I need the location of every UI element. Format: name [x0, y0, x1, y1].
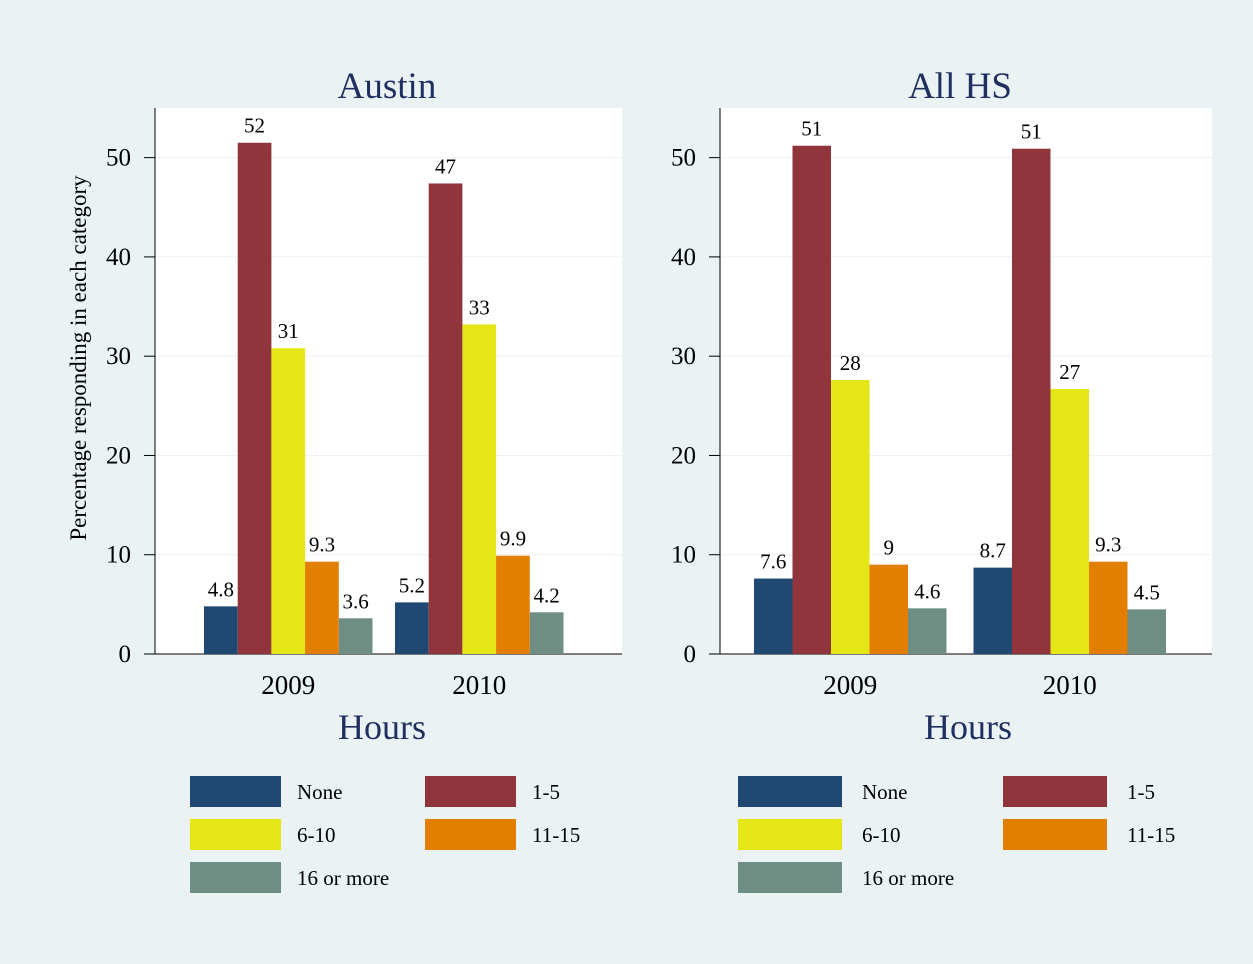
- chart-2-bar-value-label: 51: [801, 117, 822, 141]
- chart-2-bar-value-label: 9: [884, 536, 895, 560]
- chart-1-legend-swatch-16-or-more: [190, 862, 281, 893]
- chart-2-legend-label: 11-15: [1127, 823, 1175, 847]
- chart-2-y-tick-label: 50: [671, 145, 696, 172]
- chart-1-bar-None-2009: [204, 606, 238, 654]
- chart-1-bar-value-label: 47: [435, 154, 456, 178]
- chart-1-y-tick-label: 40: [106, 244, 131, 271]
- chart-1-bar-value-label: 33: [469, 295, 490, 319]
- chart-1-y-tick-label: 20: [106, 442, 131, 469]
- chart-2-legend-label: 1-5: [1127, 780, 1155, 804]
- chart-2-legend-swatch-1-5: [1003, 776, 1107, 807]
- chart-1-bar-6-10-2009: [271, 348, 306, 654]
- chart-2-bar-1-5-2009: [792, 145, 831, 654]
- chart-1-legend-swatch-11-15: [425, 819, 516, 850]
- chart-2-bar-value-label: 9.3: [1095, 533, 1121, 557]
- chart-1-y-tick-label: 50: [106, 145, 131, 172]
- chart-2-legend-swatch-11-15: [1003, 819, 1107, 850]
- chart-1-bar-16-or-more-2010: [529, 612, 564, 654]
- chart-1-legend-label: 11-15: [532, 823, 580, 847]
- chart-1-bar-None-2010: [395, 602, 429, 654]
- chart-1-bar-value-label: 52: [244, 114, 265, 138]
- chart-1-bar-value-label: 5.2: [399, 573, 425, 597]
- chart-1-bar-11-15-2009: [305, 561, 339, 654]
- chart-2-bar-None-2010: [973, 567, 1012, 654]
- chart-1-bar-6-10-2010: [462, 324, 497, 654]
- chart-1-title: Austin: [338, 66, 437, 107]
- chart-2-bar-6-10-2009: [831, 380, 870, 654]
- chart-1-legend-label: None: [297, 780, 343, 804]
- chart-2-legend-label: 16 or more: [862, 866, 954, 890]
- chart-1-bar-value-label: 4.2: [534, 583, 560, 607]
- chart-1-plot-area: [155, 108, 622, 654]
- chart-2-bar-value-label: 4.5: [1134, 580, 1160, 604]
- chart-1-legend-swatch-1-5: [425, 776, 516, 807]
- chart-1-x-axis-label: Hours: [338, 707, 426, 747]
- y-axis-label: Percentage responding in each category: [66, 175, 91, 541]
- chart-2-x-category-label: 2010: [1043, 670, 1097, 700]
- chart-1-legend-label: 1-5: [532, 780, 560, 804]
- chart-2-bar-value-label: 8.7: [980, 539, 1006, 563]
- chart-2-bar-value-label: 27: [1059, 360, 1080, 384]
- chart-2-bar-16-or-more-2010: [1127, 609, 1166, 654]
- chart-2-legend-label: 6-10: [862, 823, 901, 847]
- chart-1-legend-swatch-6-10: [190, 819, 281, 850]
- chart-2-bar-value-label: 51: [1021, 120, 1042, 144]
- chart-1-legend-label: 16 or more: [297, 866, 389, 890]
- chart-2-bar-6-10-2010: [1050, 388, 1089, 654]
- chart-1-y-tick-label: 10: [106, 542, 131, 569]
- chart-1-y-tick-label: 30: [106, 343, 131, 370]
- chart-2-x-axis-label: Hours: [924, 707, 1012, 747]
- chart-2-y-tick-label: 20: [671, 442, 696, 469]
- chart-1-bar-value-label: 4.8: [208, 577, 234, 601]
- chart-1-bar-value-label: 9.9: [500, 527, 526, 551]
- chart-2-y-tick-label: 40: [671, 244, 696, 271]
- chart-2-legend-swatch-None: [738, 776, 842, 807]
- chart-2-y-tick-label: 0: [684, 641, 697, 668]
- chart-2-title: All HS: [908, 66, 1012, 107]
- chart-2-bar-value-label: 28: [840, 351, 861, 375]
- chart-2-bar-value-label: 4.6: [914, 579, 940, 603]
- chart-1-x-category-label: 2009: [261, 670, 315, 700]
- chart-1-bar-value-label: 3.6: [343, 589, 369, 613]
- chart-1-bar-16-or-more-2009: [338, 618, 373, 654]
- chart-2-bar-value-label: 7.6: [760, 550, 786, 574]
- chart-2-bar-1-5-2010: [1012, 148, 1051, 654]
- chart-1-y-tick-label: 0: [119, 641, 132, 668]
- chart-2-y-tick-label: 10: [671, 542, 696, 569]
- chart-2-legend-label: None: [862, 780, 908, 804]
- chart-2-legend-swatch-6-10: [738, 819, 842, 850]
- chart-1-bar-1-5-2010: [428, 183, 463, 654]
- chart-2-y-tick-label: 30: [671, 343, 696, 370]
- chart-1-legend-swatch-None: [190, 776, 281, 807]
- chart-1-bar-1-5-2009: [237, 142, 272, 654]
- chart-1-bar-11-15-2010: [496, 555, 530, 654]
- chart-2-bar-16-or-more-2009: [908, 608, 947, 654]
- chart-2-bar-None-2009: [754, 578, 793, 654]
- chart-2-legend-swatch-16-or-more: [738, 862, 842, 893]
- chart-2-bar-11-15-2009: [869, 564, 908, 654]
- chart-2-bar-11-15-2010: [1089, 561, 1128, 654]
- chart-1-x-category-label: 2010: [452, 670, 506, 700]
- chart-1-legend-label: 6-10: [297, 823, 336, 847]
- chart-1-bar-value-label: 9.3: [309, 533, 335, 557]
- chart-1-bar-value-label: 31: [278, 319, 299, 343]
- chart-2-x-category-label: 2009: [823, 670, 877, 700]
